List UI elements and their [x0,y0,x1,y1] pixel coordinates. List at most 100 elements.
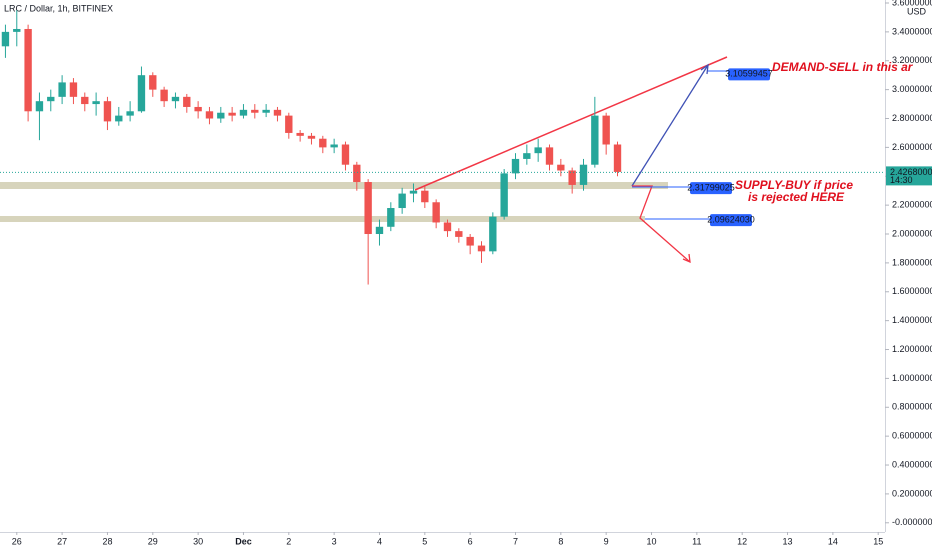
candle-body [421,190,429,203]
candle-body [602,115,610,145]
current-price-time: 14:30 [890,175,913,185]
up-arrow-head [700,63,709,75]
candle-body [307,135,316,139]
x-tick-label: 3 [332,536,337,546]
y-tick-label: 1.20000000 [892,344,932,354]
x-tick-label: 6 [468,536,473,546]
price-label-box [710,214,752,227]
x-tick-label: 4 [377,536,382,546]
x-tick-label: 9 [604,536,609,546]
y-tick-label: 3.20000000 [892,55,932,65]
axis-unit: USD [907,6,927,16]
y-tick-label: 0.20000000 [892,488,932,498]
candle-body [489,216,497,252]
candle-body [466,236,474,246]
x-tick-label: 7 [513,536,518,546]
candle-body [24,28,32,112]
candle-body [296,132,304,136]
y-tick-label: 3.00000000 [892,84,932,94]
candle-body [398,193,406,209]
down-arrow-head [682,253,691,264]
x-tick-label: 5 [422,536,427,546]
candle-body [194,106,202,112]
candle-body [409,190,418,194]
y-tick-label: 1.80000000 [892,257,932,267]
candle-body [47,96,55,102]
y-tick-label: 0.80000000 [892,402,932,412]
x-tick-label: 30 [193,536,203,546]
candle-body [183,96,191,107]
x-tick-label: 12 [737,536,747,546]
candle-body [160,89,168,102]
price-label-box [728,68,770,81]
x-tick-label: 10 [647,536,657,546]
candle-body [387,208,395,227]
x-tick-label: 26 [12,536,22,546]
y-tick-label: 2.00000000 [892,228,932,238]
candle-body [58,82,66,97]
candle-body [500,173,508,217]
candle-body [545,147,554,165]
candle-body [137,75,146,112]
x-tick-label: Dec [235,536,252,546]
candle-body [523,153,531,159]
candle-body [455,231,463,237]
candle-body [115,115,123,122]
drawings [0,56,728,264]
candle-body [35,101,44,112]
x-tick-label: 27 [57,536,67,546]
candle-body [591,115,599,165]
candle-body [81,96,89,105]
x-tick-label: 11 [692,536,701,546]
y-tick-label: 0.40000000 [892,459,932,469]
y-tick-label: -0.00000000 [892,517,932,527]
candle-body [557,164,565,171]
candle-body [251,109,259,113]
candle-body [534,147,542,154]
annotation: is rejected HERE [748,190,845,204]
x-tick-label: 29 [148,536,158,546]
candle-body [443,222,452,232]
candle-body [239,109,248,116]
candle-body [341,144,350,165]
candle-body [477,245,486,252]
candle-body [364,182,372,235]
candle-body [92,101,100,105]
candle-body [613,144,622,172]
y-tick-label: 1.60000000 [892,286,932,296]
price-label: 2.31799025 [687,182,735,192]
y-tick-label: 1.40000000 [892,315,932,325]
candle-body [330,144,338,148]
candle-body [511,158,520,174]
x-tick-label: 13 [783,536,793,546]
candle-body [1,31,10,47]
y-tick-label: 1.00000000 [892,373,932,383]
price-label: 2.09624030 [707,214,755,224]
supply-zone [0,182,668,189]
candle-body [273,109,282,116]
candle-body [13,28,21,32]
current-price-label: 2.42680000 [890,167,932,177]
candle-body [228,112,236,116]
x-tick-label: 15 [873,536,883,546]
candle-body [69,82,78,97]
x-tick-label: 14 [828,536,838,546]
candle-body [103,101,112,122]
candle-body [149,75,157,90]
candle-body [285,115,293,133]
annotation: DEMAND-SELL in this ar [772,60,914,74]
price-label-box [690,182,732,195]
y-tick-label: 2.80000000 [892,113,932,123]
demand-zone [0,216,645,222]
candle-body [262,109,270,113]
candle-body [579,164,588,185]
annotation: SUPPLY-BUY if price [735,178,853,192]
candle-body [205,111,214,119]
x-tick-label: 8 [558,536,563,546]
candle-body [353,164,361,183]
x-tick-label: 2 [286,536,291,546]
current-price-box [886,166,932,186]
x-tick-label: 28 [102,536,112,546]
